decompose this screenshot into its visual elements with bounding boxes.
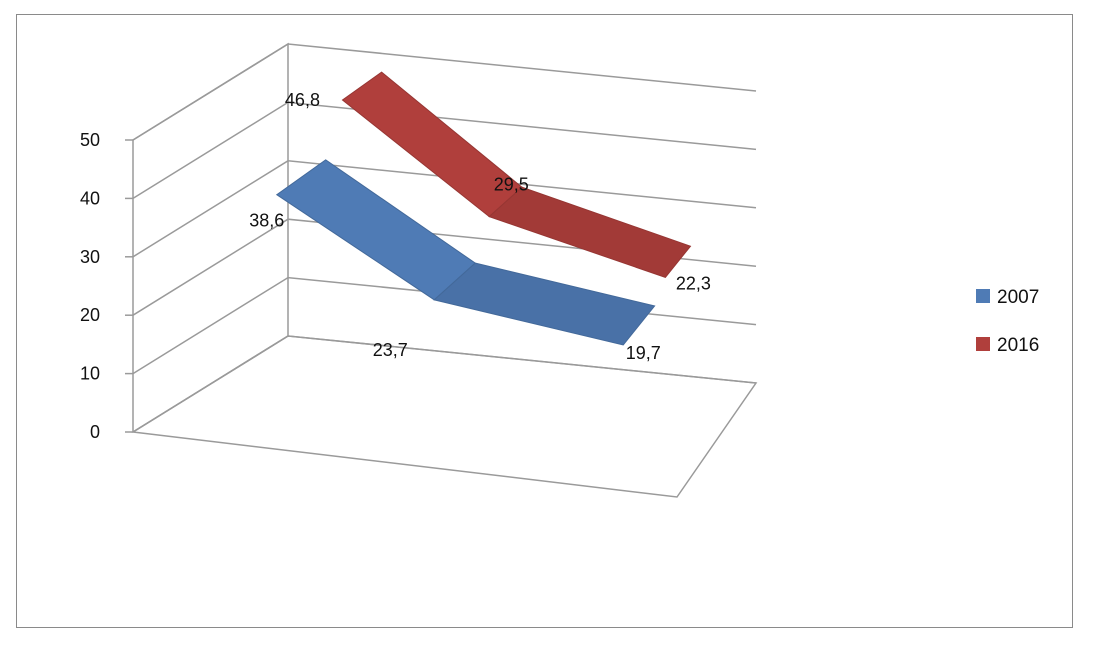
floor-plane bbox=[130, 335, 758, 498]
y-tick-label: 30 bbox=[80, 247, 100, 267]
legend-swatch-2016 bbox=[976, 337, 990, 351]
data-label: 19,7 bbox=[626, 343, 661, 363]
gridline bbox=[132, 101, 757, 200]
data-label: 23,7 bbox=[373, 340, 408, 360]
gridline bbox=[132, 43, 757, 141]
legend: 2007 2016 bbox=[976, 287, 1039, 356]
data-label: 29,5 bbox=[494, 175, 529, 195]
data-label: 46,8 bbox=[285, 90, 320, 110]
legend-label-2016: 2016 bbox=[997, 335, 1039, 356]
y-tick-label: 50 bbox=[80, 130, 100, 150]
y-tick-label: 40 bbox=[80, 188, 100, 208]
series-2016-segment bbox=[488, 186, 692, 278]
y-tick-label: 20 bbox=[80, 305, 100, 325]
series-ribbons bbox=[275, 71, 692, 346]
data-labels: 38,6 23,7 19,7 46,8 29,5 22,3 bbox=[249, 90, 711, 363]
gridline bbox=[132, 160, 757, 258]
y-tick-label: 0 bbox=[90, 422, 100, 442]
data-label: 38,6 bbox=[249, 211, 284, 231]
data-label: 22,3 bbox=[676, 273, 711, 293]
legend-swatch-2007 bbox=[976, 289, 990, 303]
y-axis-ticks: 0 10 20 30 40 50 bbox=[80, 130, 133, 442]
gridline bbox=[132, 335, 757, 433]
legend-label-2007: 2007 bbox=[997, 287, 1039, 308]
gridlines bbox=[132, 43, 757, 433]
series-2007-segment bbox=[433, 262, 656, 346]
y-tick-label: 10 bbox=[80, 364, 100, 384]
side-wall bbox=[132, 42, 289, 433]
